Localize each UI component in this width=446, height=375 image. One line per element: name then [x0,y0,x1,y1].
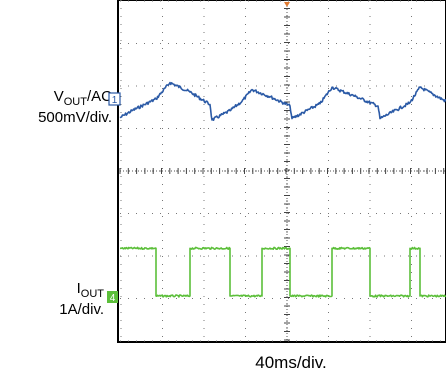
vout-channel-label: VOUT/AC [54,88,112,108]
time-scale-label: 40ms/div. [255,353,327,372]
channel-4-marker-label: 4 [110,293,116,304]
vout-scale-label: 500mV/div. [38,109,112,126]
trigger-marker [284,2,290,7]
channel-1-marker-label: 1 [112,95,118,106]
iout-channel-label: IOUT [77,280,105,300]
traces-group [119,81,446,298]
channel-4-marker: 4 [107,291,118,304]
iout-trace [120,246,446,298]
vout-trace [119,81,446,121]
scope-grid [119,0,446,342]
channel-1-marker: 1 [108,92,121,106]
scope-screen-frame [117,0,446,343]
iout-scale-label: 1A/div. [59,301,104,318]
